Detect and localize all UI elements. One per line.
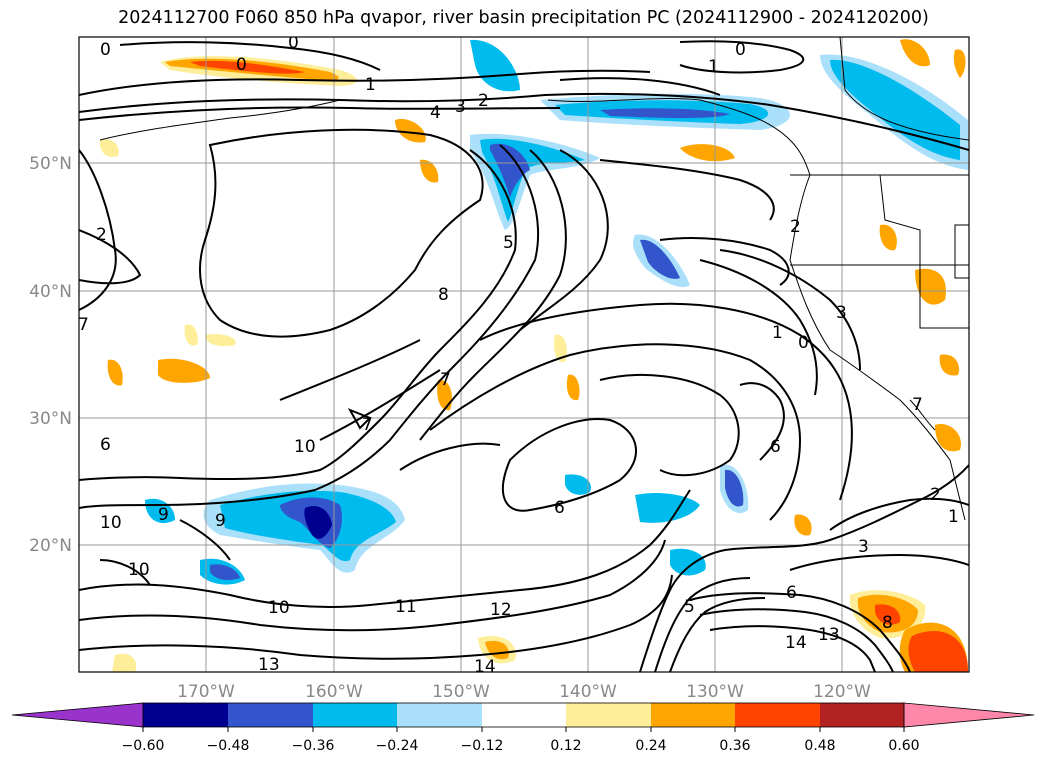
colorbar-ticks — [142, 727, 905, 732]
grid-lines — [79, 37, 969, 672]
contour-label: 0 — [100, 40, 111, 60]
contour-label: 7 — [78, 315, 89, 335]
lat-label-50n: 50°N — [29, 154, 72, 174]
contour-label: 5 — [684, 597, 695, 617]
lon-label-160w: 160°W — [305, 682, 363, 702]
contour-label: 6 — [770, 437, 781, 457]
colorbar-tick-label: 0.12 — [550, 738, 581, 754]
colorbar-segment — [313, 703, 397, 727]
contour-label: 6 — [786, 583, 797, 603]
colorbar-segment — [735, 703, 820, 727]
contour-label: 5 — [503, 233, 514, 253]
lon-label-170w: 170°W — [177, 682, 235, 702]
colorbar-tick-label: −0.36 — [292, 738, 335, 754]
colorbar-segment — [820, 703, 904, 727]
lat-label-30n: 30°N — [29, 409, 72, 429]
contour-label: 6 — [554, 498, 565, 518]
colorbar-tick-label: −0.12 — [461, 738, 504, 754]
lon-label-130w: 130°W — [686, 682, 744, 702]
contour-label: 10 — [268, 598, 290, 618]
lat-label-20n: 20°N — [29, 536, 72, 556]
contour-label: 6 — [100, 435, 111, 455]
colorbar: −0.60 −0.48 −0.36 −0.24 −0.12 0.12 0.24 … — [11, 702, 1035, 754]
colorbar-tick-label: 0.60 — [888, 738, 919, 754]
map-border — [78, 36, 970, 673]
lat-label-40n: 40°N — [29, 282, 72, 302]
contour-label: 2 — [478, 91, 489, 111]
contour-label: 0 — [236, 55, 247, 75]
contour-label: 3 — [836, 303, 847, 323]
contour-label: 7 — [362, 415, 373, 435]
contour-label: 2 — [790, 217, 801, 237]
contour-label: 9 — [215, 511, 226, 531]
latitude-labels: 50°N 40°N 30°N 20°N — [29, 154, 72, 556]
contour-label: 8 — [438, 285, 449, 305]
colorbar-segment — [228, 703, 313, 727]
contour-label: 10 — [128, 560, 150, 580]
colorbar-tick-label: 0.36 — [719, 738, 750, 754]
contour-label: 7 — [440, 370, 451, 390]
contour-label: 10 — [100, 513, 122, 533]
lon-label-150w: 150°W — [432, 682, 490, 702]
contour-label: 1 — [708, 57, 719, 77]
contour-label: 4 — [430, 103, 441, 123]
colorbar-tick-label: 0.24 — [635, 738, 666, 754]
contour-label: 3 — [858, 537, 869, 557]
colorbar-extend-high — [903, 702, 1035, 728]
contour-labels: 0 0 0 0 1 1 2 3 4 2 2 5 8 7 7 7 6 6 10 1… — [78, 33, 959, 677]
lon-label-120w: 120°W — [813, 682, 871, 702]
map-title: 2024112700 F060 850 hPa qvapor, river ba… — [118, 8, 929, 28]
contour-label: 1 — [772, 323, 783, 343]
lon-label-140w: 140°W — [559, 682, 617, 702]
contour-label: 0 — [735, 40, 746, 60]
colorbar-tick-labels: −0.60 −0.48 −0.36 −0.24 −0.12 0.12 0.24 … — [122, 738, 920, 754]
contour-label: 10 — [294, 437, 316, 457]
colorbar-segment — [651, 703, 735, 727]
map-panel: 0 0 0 0 1 1 2 3 4 2 2 5 8 7 7 7 6 6 10 1… — [78, 33, 969, 677]
colorbar-tick-label: −0.60 — [122, 738, 165, 754]
contour-label: 11 — [395, 597, 417, 617]
longitude-labels: 170°W 160°W 150°W 140°W 130°W 120°W — [177, 682, 871, 702]
colorbar-segment — [397, 703, 482, 727]
contour-lines — [79, 40, 969, 672]
contour-label: 1 — [948, 507, 959, 527]
colorbar-tick-label: −0.48 — [207, 738, 250, 754]
contour-label: 9 — [158, 505, 169, 525]
contour-label: 12 — [490, 600, 512, 620]
colorbar-tick-label: 0.48 — [804, 738, 835, 754]
colorbar-extend-low — [11, 702, 144, 728]
contour-label: 14 — [474, 657, 496, 677]
colorbar-segment — [566, 703, 651, 727]
contour-label: 0 — [288, 33, 299, 53]
contour-label: 3 — [455, 97, 466, 117]
contour-label: 13 — [818, 625, 840, 645]
colorbar-segment — [482, 703, 566, 727]
contour-label: 14 — [785, 633, 807, 653]
contour-label: 2 — [96, 225, 107, 245]
colorbar-segment — [143, 703, 228, 727]
contour-label: 1 — [365, 75, 376, 95]
contour-label: 7 — [912, 395, 923, 415]
shaded-anomalies — [99, 39, 968, 672]
contour-label: 13 — [258, 655, 280, 675]
contour-label: 2 — [930, 485, 941, 505]
colorbar-tick-label: −0.24 — [376, 738, 419, 754]
contour-label: 0 — [798, 333, 809, 353]
contour-label: 8 — [882, 613, 893, 633]
